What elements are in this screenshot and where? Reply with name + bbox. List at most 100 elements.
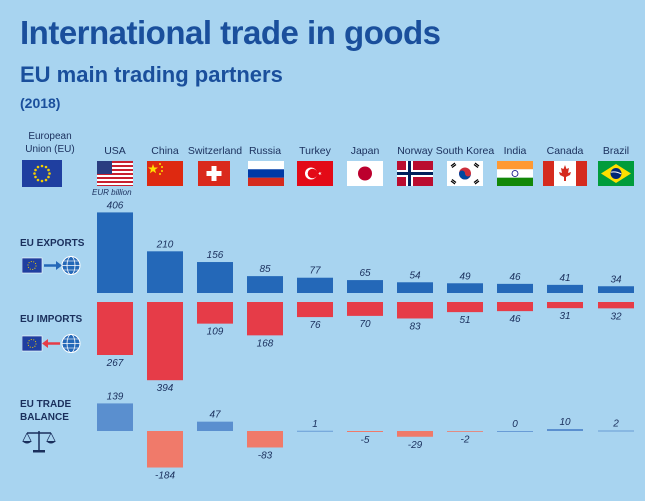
export-value-label: 77 <box>309 266 321 277</box>
import-value-label: 267 <box>106 358 124 369</box>
country-label: India <box>503 145 527 157</box>
country-label: Canada <box>546 145 584 157</box>
import-bar <box>347 302 383 316</box>
imports-section-label: EU IMPORTS <box>20 314 83 325</box>
country-label: South Korea <box>435 145 495 157</box>
scales-icon <box>22 428 56 459</box>
import-value-label: 70 <box>359 319 371 330</box>
export-value-label: 85 <box>259 264 271 275</box>
balance-value-label: -83 <box>258 450 273 461</box>
balance-value-label: 0 <box>512 419 518 430</box>
country-label: Japan <box>350 145 380 157</box>
export-bar <box>397 282 433 293</box>
import-flow-icon <box>21 333 82 360</box>
export-bar <box>347 280 383 293</box>
import-value-label: 51 <box>459 315 470 326</box>
import-bar <box>397 302 433 319</box>
balance-value-label: 139 <box>107 391 124 402</box>
balance-bar <box>297 430 333 432</box>
balance-bar <box>97 403 133 431</box>
balance-bar <box>397 431 433 437</box>
import-value-label: 168 <box>257 338 274 349</box>
country-label: Turkey <box>299 145 331 157</box>
export-bar <box>447 283 483 293</box>
country-label: Russia <box>248 145 282 157</box>
import-bar <box>497 302 533 312</box>
export-value-label: 49 <box>459 271 471 282</box>
export-bar <box>297 277 333 293</box>
canada-flag-icon <box>543 161 587 186</box>
india-flag-icon <box>497 161 533 186</box>
norway-flag-icon <box>397 161 433 186</box>
import-value-label: 76 <box>309 320 321 331</box>
year-label: (2018) <box>20 95 61 111</box>
page-subtitle: EU main trading partners <box>20 62 283 87</box>
export-bar <box>547 284 583 293</box>
eu-label: European Union (EU) <box>25 131 75 155</box>
balance-bar <box>347 431 383 432</box>
turkey-flag-icon <box>297 161 333 186</box>
export-bar <box>97 212 133 293</box>
country-label: Switzerland <box>187 145 243 157</box>
russia-flag-icon <box>248 161 284 186</box>
eu-flag-icon <box>22 160 62 187</box>
balance-value-label: -2 <box>461 434 470 445</box>
export-value-label: 54 <box>409 270 421 281</box>
balance-bar <box>447 431 483 432</box>
import-value-label: 31 <box>559 311 570 322</box>
import-bar <box>447 302 483 313</box>
import-bar <box>598 302 634 309</box>
balance-value-label: 47 <box>209 410 221 421</box>
export-value-label: 156 <box>207 250 224 261</box>
balance-bar <box>147 431 183 468</box>
import-value-label: 394 <box>157 383 174 394</box>
country-label: Norway <box>397 145 433 157</box>
export-bar <box>598 286 634 293</box>
import-bar <box>547 302 583 309</box>
export-bar <box>497 283 533 293</box>
import-bar <box>97 302 133 355</box>
import-value-label: 83 <box>409 321 421 332</box>
import-value-label: 109 <box>207 327 224 338</box>
import-value-label: 32 <box>610 311 622 322</box>
balance-value-label: -184 <box>155 471 175 482</box>
china-flag-icon <box>147 161 183 186</box>
import-bar <box>147 302 183 381</box>
country-label: Brazil <box>602 145 630 157</box>
balance-section-label: EU TRADE BALANCE <box>20 398 71 424</box>
export-value-label: 406 <box>107 200 124 211</box>
south-korea-flag-icon <box>447 161 483 186</box>
usa-flag-icon <box>97 161 133 186</box>
balance-label-line2: BALANCE <box>20 412 69 423</box>
balance-value-label: 1 <box>312 419 318 430</box>
balance-value-label: -29 <box>408 440 423 451</box>
switzerland-flag-icon <box>198 161 230 186</box>
export-value-label: 210 <box>156 239 174 250</box>
import-bar <box>297 302 333 318</box>
export-value-label: 65 <box>359 268 371 279</box>
import-bar <box>247 302 283 336</box>
balance-value-label: -5 <box>361 435 370 446</box>
unit-label: EUR billion <box>92 188 132 197</box>
balance-bar <box>247 431 283 448</box>
import-value-label: 46 <box>509 314 521 325</box>
country-label: USA <box>104 145 126 157</box>
export-value-label: 34 <box>610 274 622 285</box>
import-bar <box>197 302 233 324</box>
brazil-flag-icon <box>598 161 634 186</box>
balance-label-line1: EU TRADE <box>20 399 72 410</box>
export-value-label: 46 <box>509 272 521 283</box>
country-label: China <box>151 145 179 157</box>
balance-bar <box>598 430 634 432</box>
japan-flag-icon <box>347 161 383 186</box>
balance-bar <box>497 431 533 432</box>
balance-value-label: 2 <box>612 419 619 430</box>
balance-bar <box>197 421 233 431</box>
export-value-label: 41 <box>559 273 570 284</box>
balance-value-label: 10 <box>559 417 571 428</box>
export-bar <box>247 276 283 293</box>
export-bar <box>197 262 233 293</box>
page-title: International trade in goods <box>20 14 441 51</box>
exports-section-label: EU EXPORTS <box>20 238 85 249</box>
